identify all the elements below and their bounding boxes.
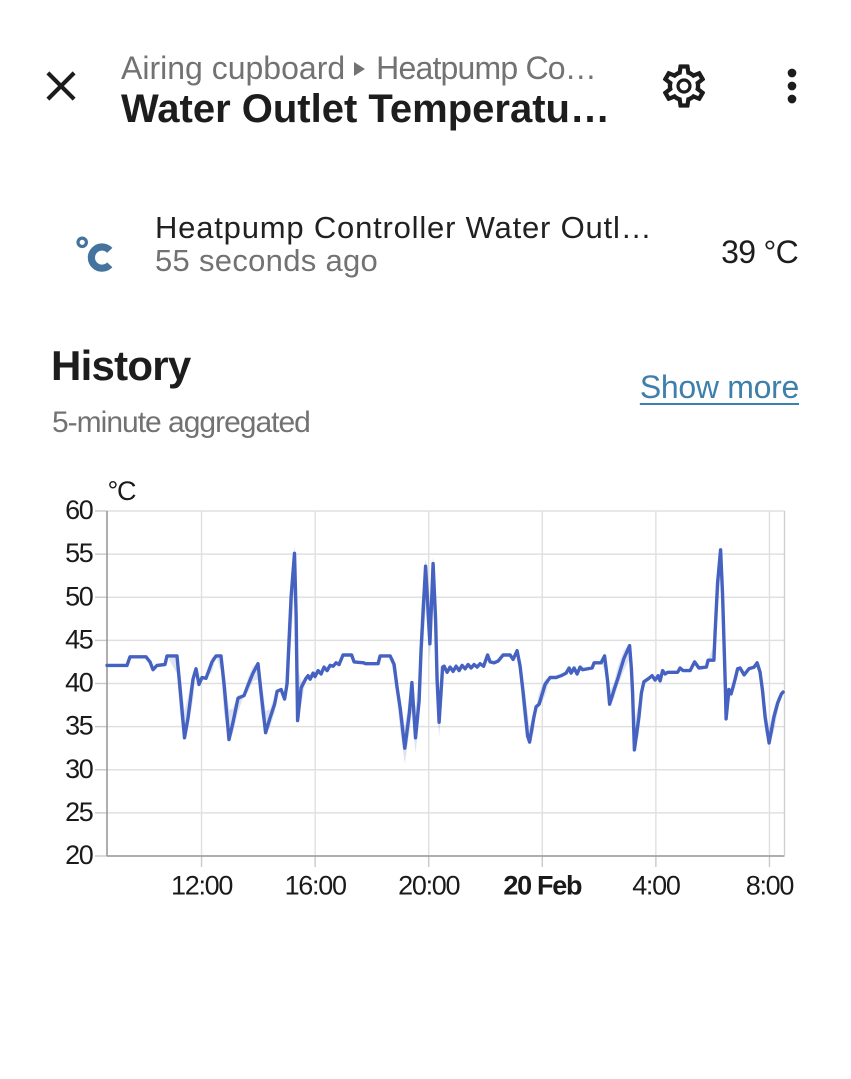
entity-name: Heatpump Controller Water Outl… <box>155 209 653 245</box>
overflow-menu-button[interactable] <box>766 60 818 112</box>
entity-state-row[interactable]: Heatpump Controller Water Outl… 55 secon… <box>0 205 851 295</box>
svg-text:20:00: 20:00 <box>398 871 459 901</box>
breadcrumb[interactable]: Airing cupboard Heatpump Co… <box>121 49 597 86</box>
breadcrumb-arrow-icon <box>354 62 366 77</box>
svg-text:50: 50 <box>65 581 93 611</box>
svg-text:°C: °C <box>108 476 136 506</box>
cog-outline-icon <box>658 60 710 112</box>
svg-text:40: 40 <box>65 668 93 698</box>
show-more-link[interactable]: Show more <box>639 368 799 405</box>
breadcrumb-area[interactable]: Airing cupboard <box>121 49 346 86</box>
dots-vertical-icon <box>766 60 818 112</box>
close-button[interactable] <box>36 61 86 111</box>
entity-last-changed: 55 seconds ago <box>155 243 379 279</box>
svg-text:12:00: 12:00 <box>171 871 232 901</box>
svg-text:25: 25 <box>65 797 93 827</box>
history-chart-svg[interactable]: 20 25 30 35 40 45 50 55 60 12:00 16:00 20:00 20 Feb 4… <box>0 460 851 930</box>
svg-text:60: 60 <box>65 495 93 525</box>
svg-text:30: 30 <box>65 754 93 784</box>
history-chart[interactable]: 20 25 30 35 40 45 50 55 60 12:00 16:00 20:00 20 Feb 4… <box>0 460 851 930</box>
svg-text:20: 20 <box>65 840 93 870</box>
svg-text:4:00: 4:00 <box>632 871 680 901</box>
breadcrumb-device[interactable]: Heatpump Co… <box>376 49 597 86</box>
close-icon <box>36 61 86 111</box>
svg-text:16:00: 16:00 <box>285 871 346 901</box>
svg-text:20 Feb: 20 Feb <box>503 871 582 901</box>
history-title: History <box>51 342 191 390</box>
settings-button[interactable] <box>658 60 710 112</box>
svg-text:8:00: 8:00 <box>746 871 794 901</box>
temperature-celsius-icon <box>72 232 118 278</box>
history-subtitle: 5-minute aggregated <box>52 406 311 440</box>
svg-text:35: 35 <box>65 711 93 741</box>
svg-text:55: 55 <box>65 538 93 568</box>
dialog-title: Water Outlet Temperatu… <box>121 86 610 131</box>
entity-state-value: 39 °C <box>721 233 799 270</box>
svg-text:45: 45 <box>65 624 93 654</box>
